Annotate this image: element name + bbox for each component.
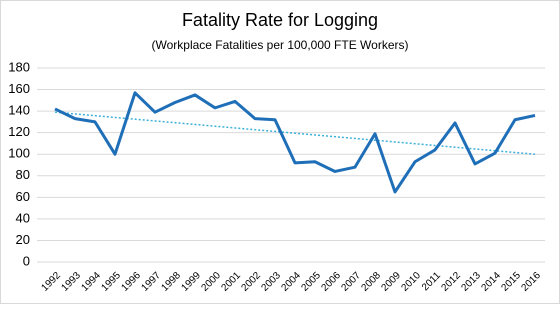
y-tick-label: 80	[16, 167, 30, 182]
y-tick-label: 0	[23, 253, 30, 268]
chart-title: Fatality Rate for Logging	[182, 10, 378, 30]
y-tick-label: 120	[8, 124, 30, 139]
chart-subtitle: (Workplace Fatalities per 100,000 FTE Wo…	[152, 38, 409, 52]
y-tick-label: 160	[8, 81, 30, 96]
y-tick-label: 60	[16, 189, 30, 204]
y-tick-label: 40	[16, 210, 30, 225]
y-tick-label: 140	[8, 103, 30, 118]
y-tick-label: 20	[16, 232, 30, 247]
y-tick-label: 180	[8, 59, 30, 74]
y-tick-label: 100	[8, 146, 30, 161]
trend-line	[54, 111, 536, 155]
data-line	[54, 91, 536, 194]
